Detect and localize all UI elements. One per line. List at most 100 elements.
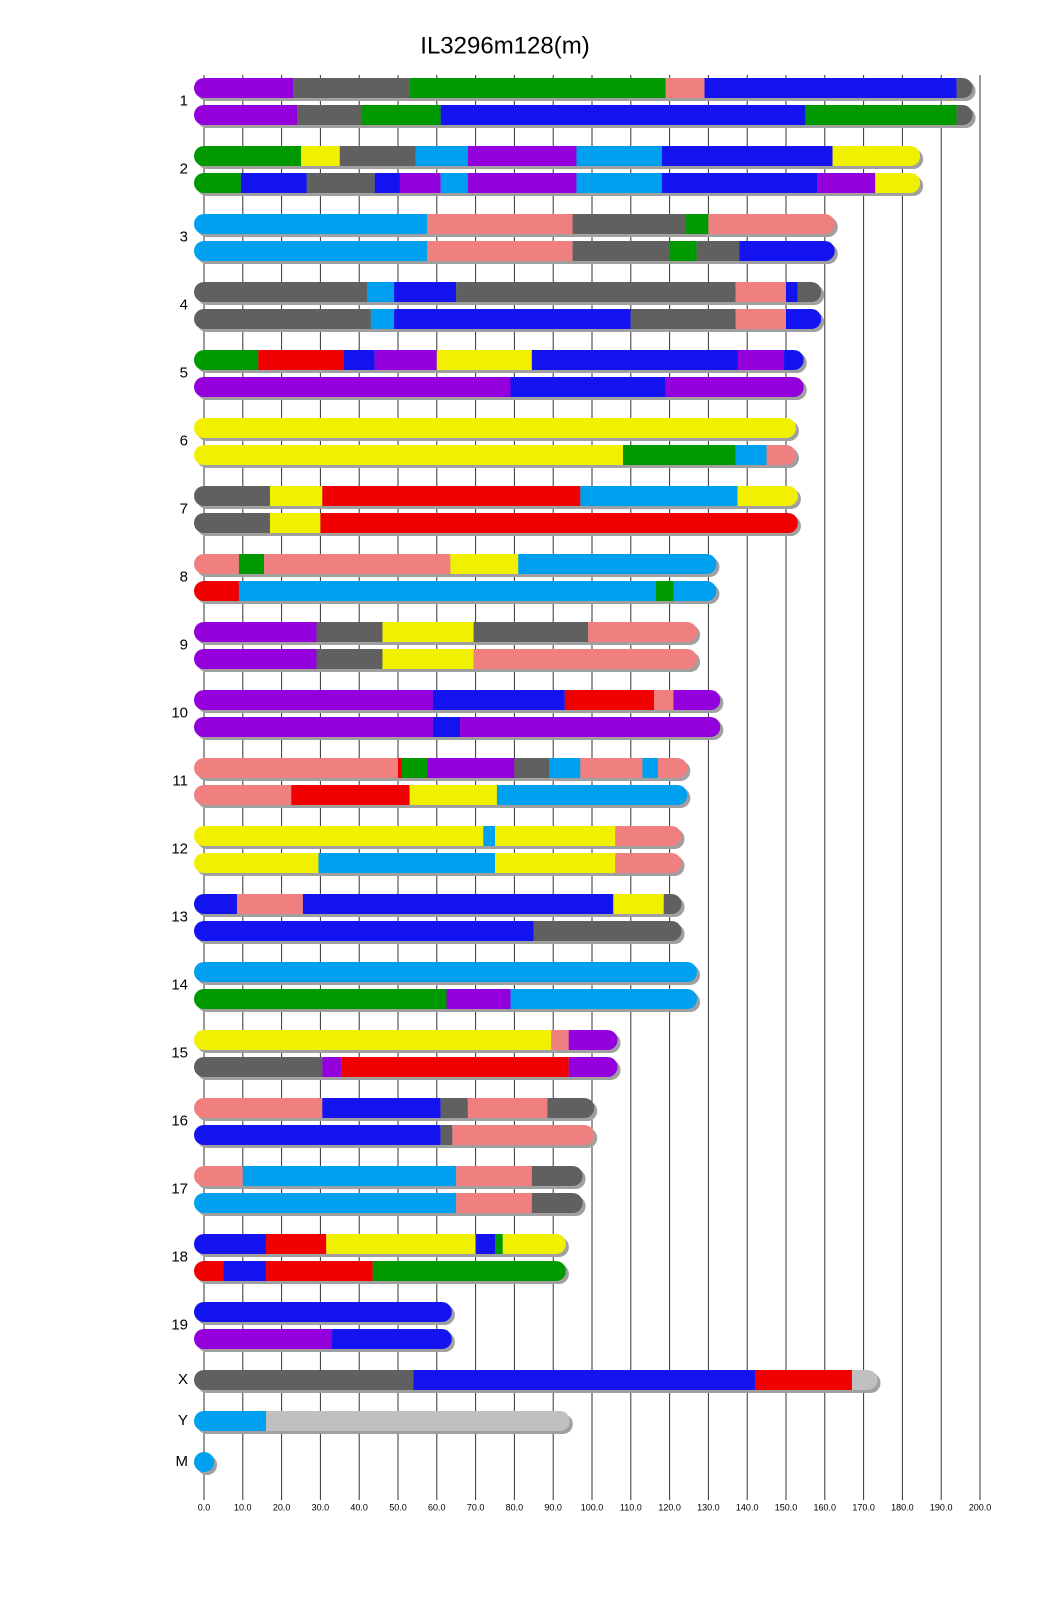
segment (496, 785, 688, 805)
segment (223, 1261, 267, 1281)
segment (194, 377, 511, 397)
segment (514, 758, 550, 778)
chart-title: IL3296m128(m) (420, 32, 589, 59)
segment (661, 173, 818, 193)
segment (269, 513, 321, 533)
segment (432, 690, 565, 710)
segment (291, 785, 410, 805)
chromosome-label: X (178, 1371, 188, 1388)
segment (427, 214, 573, 234)
segment (427, 241, 573, 261)
chromosome-label: 4 (180, 296, 188, 313)
segment (194, 1193, 457, 1213)
segment (475, 1234, 495, 1254)
segment (194, 1125, 441, 1145)
chromosome-label: 14 (171, 976, 188, 993)
segment (502, 1234, 566, 1254)
chromosome-label: 3 (180, 228, 188, 245)
segment (302, 894, 614, 914)
segment (194, 173, 241, 193)
segment (409, 785, 497, 805)
segment (374, 173, 400, 193)
x-tick-label: 150.0 (775, 1502, 798, 1512)
segment (394, 282, 457, 302)
segment (194, 758, 398, 778)
segment (194, 1098, 323, 1118)
haplotype (194, 78, 973, 98)
segment (495, 826, 616, 846)
haplotype (194, 1234, 566, 1254)
segment (194, 921, 534, 941)
x-tick-label: 130.0 (697, 1502, 720, 1512)
segment (194, 309, 371, 329)
x-tick-label: 70.0 (467, 1502, 485, 1512)
segment (332, 1329, 452, 1349)
segment (510, 377, 666, 397)
haplotype (194, 649, 698, 669)
segment (665, 78, 705, 98)
segment (394, 309, 631, 329)
segment (194, 241, 428, 261)
segment (194, 105, 298, 125)
segment (576, 173, 662, 193)
segment (531, 1193, 583, 1213)
haplotype (194, 513, 798, 533)
segment (258, 350, 344, 370)
segment (685, 214, 709, 234)
segment (398, 758, 402, 778)
haplotype (194, 445, 796, 465)
segment (473, 649, 698, 669)
haplotype (194, 418, 796, 438)
haplotype (194, 826, 682, 846)
x-tick-label: 100.0 (581, 1502, 604, 1512)
segment (266, 1411, 570, 1431)
segment (446, 989, 511, 1009)
segment (495, 853, 616, 873)
haplotype (194, 921, 682, 941)
segment (956, 105, 973, 125)
segment (297, 105, 362, 125)
chromosome-label: 12 (171, 840, 188, 857)
segment (194, 826, 484, 846)
haplotype (194, 282, 822, 302)
segment (322, 1098, 441, 1118)
haplotype (194, 581, 717, 601)
haplotype (194, 1057, 618, 1077)
haplotype (194, 146, 921, 166)
segment (194, 690, 433, 710)
segment (194, 1302, 452, 1322)
segment (343, 350, 375, 370)
x-tick-label: 120.0 (658, 1502, 681, 1512)
x-tick-label: 140.0 (736, 1502, 759, 1512)
chromosome-label: 11 (172, 772, 188, 789)
segment (382, 649, 474, 669)
segment (696, 241, 740, 261)
segment (194, 717, 433, 737)
segment (704, 78, 957, 98)
segment (194, 78, 294, 98)
haplotype (194, 309, 822, 329)
segment (473, 622, 589, 642)
haplotype (194, 690, 721, 710)
segment (615, 853, 682, 873)
x-tick-label: 10.0 (234, 1502, 252, 1512)
segment (339, 146, 416, 166)
segment (832, 146, 921, 166)
segment (531, 350, 738, 370)
segment (754, 1370, 852, 1390)
chromosome-label: 8 (180, 568, 188, 585)
segment (366, 282, 395, 302)
segment (669, 241, 697, 261)
segment (576, 146, 662, 166)
chromosome-label: 7 (180, 500, 188, 517)
segment (642, 758, 658, 778)
segment (452, 1125, 595, 1145)
segment (956, 78, 973, 98)
haplotype (194, 1166, 583, 1186)
x-tick-label: 170.0 (852, 1502, 875, 1512)
segment (194, 962, 698, 982)
chromosome-label: 18 (171, 1248, 188, 1265)
segment (194, 622, 317, 642)
segment (194, 1329, 333, 1349)
segment (194, 418, 796, 438)
